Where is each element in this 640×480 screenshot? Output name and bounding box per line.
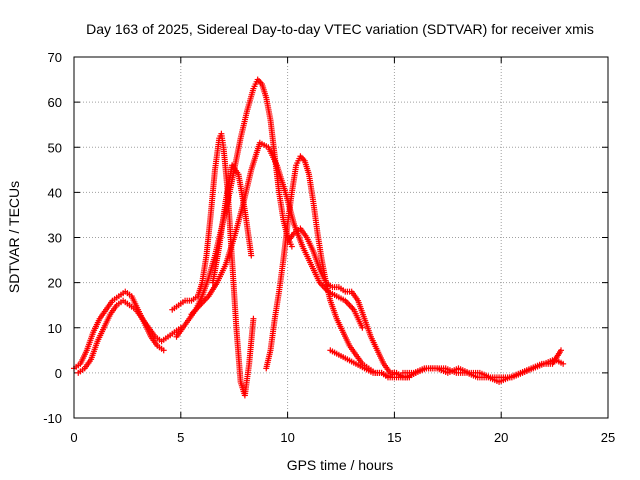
x-tick-label: 25 xyxy=(601,430,615,445)
plot-frame xyxy=(73,56,609,419)
y-tick-label: 60 xyxy=(48,95,62,110)
chart-title: Day 163 of 2025, Sidereal Day-to-day VTE… xyxy=(86,21,594,37)
x-tick-label: 20 xyxy=(494,430,508,445)
series-track-2 xyxy=(75,297,184,376)
x-axis-label: GPS time / hours xyxy=(287,457,394,473)
y-tick-label: 0 xyxy=(55,366,62,381)
data-point xyxy=(558,347,565,354)
data-point xyxy=(248,252,255,259)
data-marks xyxy=(71,76,567,399)
y-tick-label: -10 xyxy=(43,411,62,426)
grid-layer xyxy=(74,57,608,418)
y-tick-label: 10 xyxy=(48,321,62,336)
data-point xyxy=(250,315,257,322)
series-track-11 xyxy=(399,347,565,385)
series-track-6 xyxy=(209,162,255,286)
y-tick-label: 50 xyxy=(48,140,62,155)
x-tick-label: 0 xyxy=(70,430,77,445)
tick-layer: 0 5 10 15 20 25 -10 0 10 20 30 40 50 60 70 xyxy=(43,50,615,445)
x-tick-label: 5 xyxy=(177,430,184,445)
y-tick-label: 20 xyxy=(48,276,62,291)
data-point xyxy=(560,360,567,367)
y-tick-label: 70 xyxy=(48,50,62,65)
series-track-3 xyxy=(169,130,257,399)
y-axis-label: SDTVAR / TECUs xyxy=(6,181,22,293)
x-tick-label: 15 xyxy=(387,430,401,445)
x-tick-label: 10 xyxy=(280,430,294,445)
data-point xyxy=(288,243,295,250)
data-point xyxy=(160,347,167,354)
data-point xyxy=(359,324,366,331)
y-tick-label: 30 xyxy=(48,231,62,246)
y-tick-label: 40 xyxy=(48,185,62,200)
